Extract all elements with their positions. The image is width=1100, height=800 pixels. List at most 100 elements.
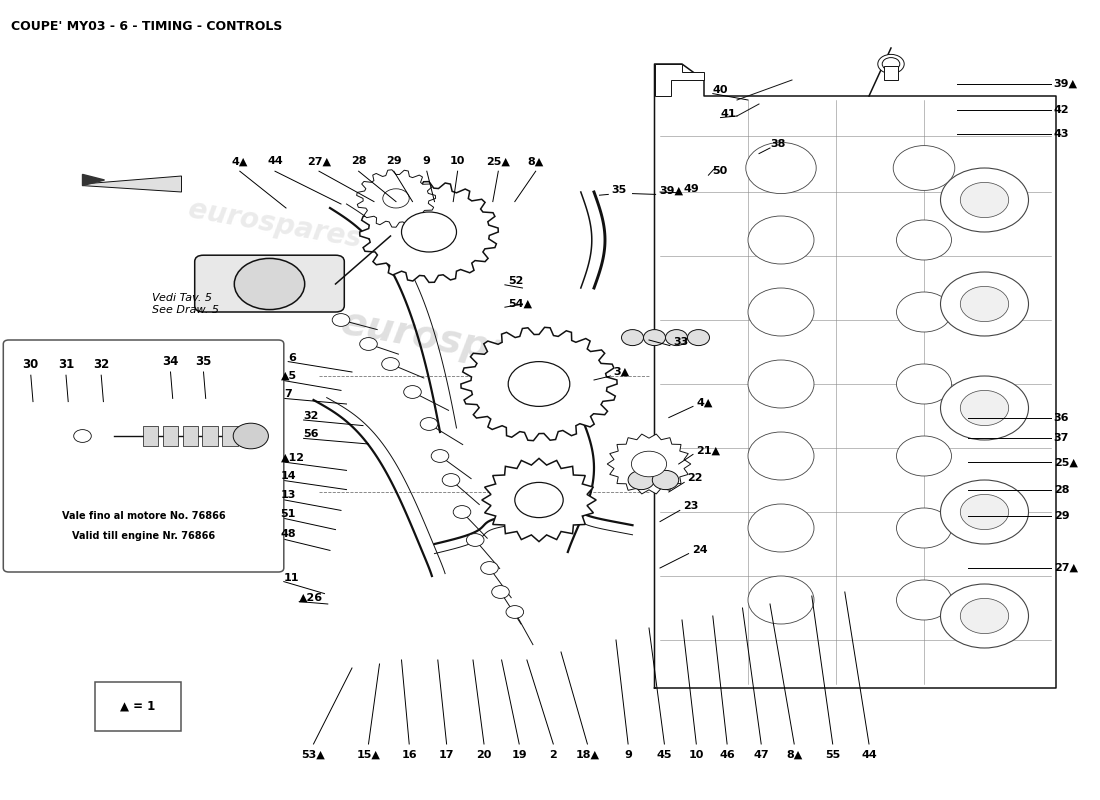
Text: COUPE' MY03 - 6 - TIMING - CONTROLS: COUPE' MY03 - 6 - TIMING - CONTROLS <box>11 20 283 33</box>
Text: 10: 10 <box>689 750 704 760</box>
Bar <box>163 426 178 446</box>
Polygon shape <box>360 182 498 282</box>
Circle shape <box>896 580 951 620</box>
Text: 39▲: 39▲ <box>1054 79 1078 89</box>
Bar <box>240 426 255 446</box>
Circle shape <box>666 330 688 346</box>
Polygon shape <box>607 434 691 494</box>
Circle shape <box>960 182 1009 218</box>
Text: 9: 9 <box>624 750 632 760</box>
Text: 4▲: 4▲ <box>696 398 713 407</box>
Text: eurospares: eurospares <box>186 195 364 253</box>
Circle shape <box>466 534 484 546</box>
Circle shape <box>940 376 1028 440</box>
Text: 56: 56 <box>304 430 319 439</box>
Circle shape <box>453 506 471 518</box>
Circle shape <box>882 58 900 70</box>
Text: 44: 44 <box>267 157 283 166</box>
Circle shape <box>893 146 955 190</box>
Text: 21▲: 21▲ <box>696 446 720 455</box>
Text: 27▲: 27▲ <box>1054 563 1078 573</box>
Text: 3▲: 3▲ <box>614 367 630 377</box>
Circle shape <box>940 584 1028 648</box>
Circle shape <box>748 216 814 264</box>
Text: 17: 17 <box>439 750 454 760</box>
Circle shape <box>748 288 814 336</box>
Text: 19: 19 <box>512 750 527 760</box>
Circle shape <box>234 258 305 310</box>
Circle shape <box>748 360 814 408</box>
Polygon shape <box>356 170 436 227</box>
Text: 27▲: 27▲ <box>307 157 331 166</box>
Text: 14: 14 <box>280 471 296 481</box>
Text: 33: 33 <box>673 337 689 346</box>
Text: 18▲: 18▲ <box>575 750 600 760</box>
Text: 32: 32 <box>304 411 319 421</box>
Text: ▲26: ▲26 <box>299 593 323 602</box>
Text: 42: 42 <box>1054 106 1069 115</box>
Circle shape <box>382 358 399 370</box>
Text: 31: 31 <box>58 358 74 371</box>
Text: 53▲: 53▲ <box>301 750 326 760</box>
Circle shape <box>746 142 816 194</box>
Text: 28: 28 <box>1054 485 1069 494</box>
Polygon shape <box>482 458 596 542</box>
Text: 15▲: 15▲ <box>356 750 381 760</box>
Circle shape <box>940 168 1028 232</box>
Circle shape <box>69 426 96 446</box>
Circle shape <box>896 220 951 260</box>
Circle shape <box>442 474 460 486</box>
Circle shape <box>233 423 268 449</box>
Text: 37: 37 <box>1054 434 1069 443</box>
Circle shape <box>420 418 438 430</box>
Text: Vale fino al motore No. 76866: Vale fino al motore No. 76866 <box>62 511 226 521</box>
Circle shape <box>631 451 667 477</box>
Polygon shape <box>52 414 113 458</box>
Circle shape <box>506 606 524 618</box>
Circle shape <box>878 54 904 74</box>
Text: 40: 40 <box>713 85 728 94</box>
Bar <box>222 426 238 446</box>
Circle shape <box>402 212 456 252</box>
Text: 43: 43 <box>1054 130 1069 139</box>
Circle shape <box>481 562 498 574</box>
Text: 25▲: 25▲ <box>1054 458 1078 467</box>
Circle shape <box>960 494 1009 530</box>
Text: 8▲: 8▲ <box>786 750 802 760</box>
Circle shape <box>383 189 409 208</box>
FancyBboxPatch shape <box>95 682 182 731</box>
Circle shape <box>748 576 814 624</box>
Text: 2: 2 <box>549 750 558 760</box>
Text: 11: 11 <box>284 573 299 582</box>
Text: 47: 47 <box>754 750 769 760</box>
Text: eurospares: eurospares <box>681 331 859 389</box>
Circle shape <box>896 292 951 332</box>
Text: ▲5: ▲5 <box>280 371 297 381</box>
Polygon shape <box>654 64 1056 688</box>
Circle shape <box>628 470 654 490</box>
Text: 6: 6 <box>288 353 296 362</box>
Bar <box>183 426 198 446</box>
Text: 9: 9 <box>422 157 431 166</box>
Circle shape <box>332 314 350 326</box>
Bar <box>202 426 218 446</box>
Text: 55: 55 <box>825 750 840 760</box>
Circle shape <box>515 482 563 518</box>
Circle shape <box>404 386 421 398</box>
Circle shape <box>644 330 666 346</box>
Text: 4▲: 4▲ <box>232 157 248 166</box>
Circle shape <box>960 598 1009 634</box>
Polygon shape <box>82 176 182 192</box>
Text: 23: 23 <box>683 502 698 511</box>
Text: 48: 48 <box>280 530 296 539</box>
Text: 20: 20 <box>476 750 492 760</box>
Circle shape <box>960 390 1009 426</box>
Text: 41: 41 <box>720 109 736 118</box>
Text: 44: 44 <box>861 750 877 760</box>
Text: 35: 35 <box>196 355 211 368</box>
Text: 28: 28 <box>351 157 366 166</box>
Text: ▲12: ▲12 <box>280 453 305 462</box>
Circle shape <box>896 436 951 476</box>
Text: 54▲: 54▲ <box>508 298 532 308</box>
Text: 51: 51 <box>280 509 296 518</box>
